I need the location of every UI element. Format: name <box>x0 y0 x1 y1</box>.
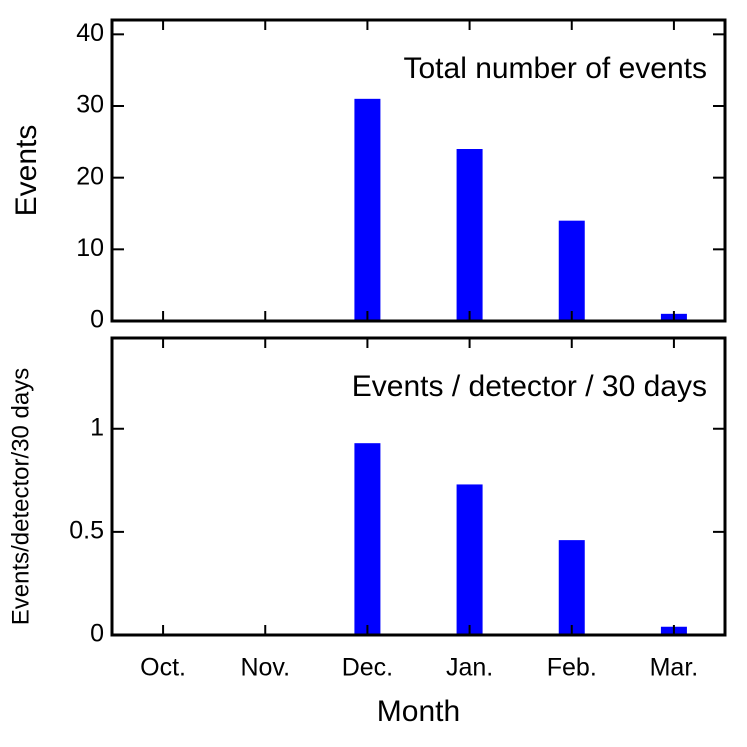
plot-frame <box>110 336 727 637</box>
x-tick-label: Mar. <box>650 654 699 682</box>
plot-frame <box>110 18 727 323</box>
y-tick-label: 20 <box>76 162 104 190</box>
bar <box>558 540 585 635</box>
x-tick-label: Dec. <box>342 654 393 682</box>
x-tick-label: Nov. <box>240 654 290 682</box>
x-axis-label: Month <box>377 695 460 728</box>
y-axis-label: Events <box>10 125 43 217</box>
y-axis-label: Events/detector/30 days <box>7 368 34 625</box>
bar <box>558 220 585 321</box>
x-tick-label: Oct. <box>140 654 186 682</box>
y-tick-label: 40 <box>76 19 104 47</box>
bar <box>456 484 483 635</box>
y-tick-label: 0.5 <box>69 516 104 544</box>
x-tick-label: Feb. <box>547 654 597 682</box>
y-tick-label: 0 <box>90 306 104 334</box>
bar <box>354 443 381 635</box>
x-tick-label: Jan. <box>446 654 493 682</box>
y-tick-label: 0 <box>90 620 104 648</box>
bar <box>456 149 483 321</box>
y-tick-label: 30 <box>76 91 104 119</box>
y-tick-label: 10 <box>76 234 104 262</box>
bar <box>354 98 381 321</box>
y-tick-label: 1 <box>90 413 104 441</box>
panel-title: Total number of events <box>403 52 707 85</box>
panel-title: Events / detector / 30 days <box>352 370 707 403</box>
